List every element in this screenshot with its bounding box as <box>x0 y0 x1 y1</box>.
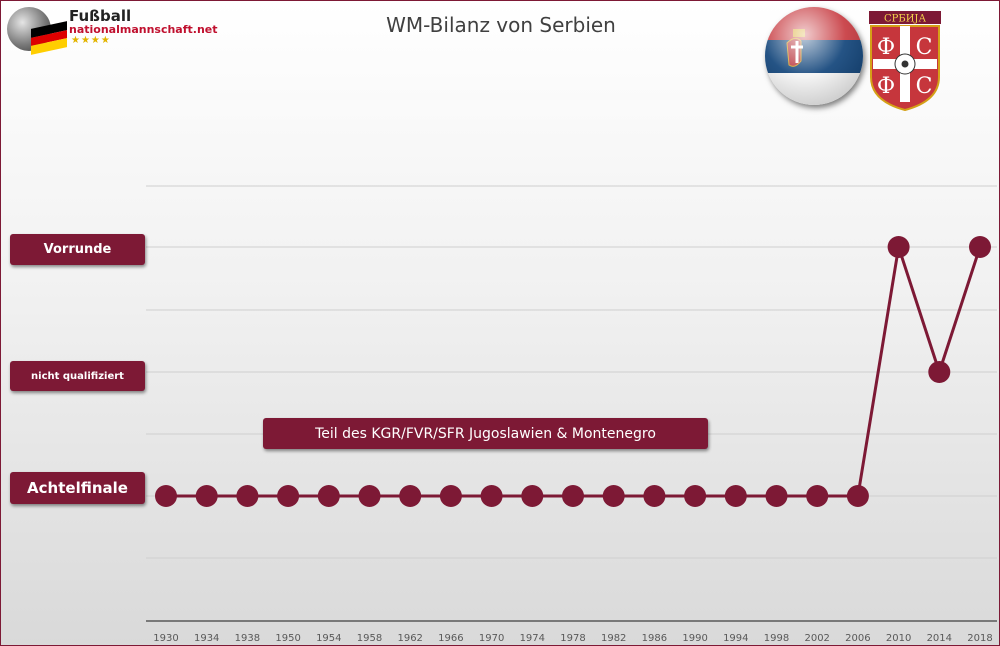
crest-letter-4: С <box>916 74 933 99</box>
data-point-1982 <box>602 485 625 507</box>
data-point-1990 <box>684 485 707 507</box>
period-annotation: Teil des KGR/FVR/SFR Jugoslawien & Monte… <box>263 418 708 449</box>
crest-letter-1: Ф <box>877 35 895 60</box>
x-tick-label-1986: 1986 <box>642 633 667 644</box>
y-label-achtelfinale: Achtelfinale <box>10 472 145 504</box>
data-point-2010 <box>887 236 910 258</box>
y-label-nicht-qualifiziert: nicht qualifiziert <box>10 361 145 391</box>
data-point-1938 <box>236 485 259 507</box>
serbia-flag-ball-icon <box>765 7 863 105</box>
series-segment-2014-2018 <box>937 245 982 374</box>
data-point-2014 <box>928 361 951 383</box>
logo-stars: ★★★★ <box>71 35 111 46</box>
data-point-1966 <box>439 485 462 507</box>
x-tick-label-1950: 1950 <box>275 633 300 644</box>
data-point-1950 <box>277 485 300 507</box>
data-point-1978 <box>562 485 584 507</box>
x-tick-label-1966: 1966 <box>438 633 463 644</box>
data-point-1962 <box>399 485 422 507</box>
serbia-fa-crest-icon: СРБИЈА Ф С Ф С <box>869 11 941 111</box>
x-tick-label-2014: 2014 <box>927 633 952 644</box>
x-tick-label-1954: 1954 <box>316 633 341 644</box>
x-tick-label-1994: 1994 <box>723 633 748 644</box>
x-tick-label-1962: 1962 <box>397 633 422 644</box>
x-tick-label-1930: 1930 <box>153 633 178 644</box>
data-point-2006 <box>846 485 869 507</box>
data-point-1954 <box>317 485 340 507</box>
crest-top-text: СРБИЈА <box>884 14 926 25</box>
data-point-1970 <box>480 485 503 507</box>
y-label-vorrunde: Vorrunde <box>10 234 145 265</box>
data-point-1994 <box>724 485 747 507</box>
crest-letter-3: Ф <box>877 74 895 99</box>
x-tick-label-1934: 1934 <box>194 633 219 644</box>
x-tick-label-1998: 1998 <box>764 633 789 644</box>
x-tick-label-1990: 1990 <box>682 633 707 644</box>
data-point-1930 <box>155 485 177 507</box>
series-segment-2010-2014 <box>897 245 941 374</box>
data-point-2002 <box>806 485 829 507</box>
crest-letter-2: С <box>916 35 933 60</box>
site-logo[interactable]: Fußball nationalmannschaft.net ★★★★ <box>5 5 218 55</box>
x-tick-label-1938: 1938 <box>235 633 260 644</box>
x-tick-label-1958: 1958 <box>357 633 382 644</box>
series-segment-2006-2010 <box>856 245 901 498</box>
chart-title: WM-Bilanz von Serbien <box>386 13 616 37</box>
x-tick-label-2002: 2002 <box>804 633 829 644</box>
x-tick-label-2010: 2010 <box>886 633 911 644</box>
x-tick-label-1982: 1982 <box>601 633 626 644</box>
logo-title: Fußball <box>69 7 132 25</box>
data-point-1958 <box>358 485 381 507</box>
data-point-1986 <box>643 485 666 507</box>
data-point-1974 <box>521 485 544 507</box>
x-tick-label-2006: 2006 <box>845 633 870 644</box>
x-tick-label-1974: 1974 <box>520 633 545 644</box>
data-point-1998 <box>765 485 788 507</box>
data-point-2018 <box>969 236 991 258</box>
data-point-1934 <box>195 485 218 507</box>
x-tick-label-1970: 1970 <box>479 633 504 644</box>
x-tick-label-1978: 1978 <box>560 633 585 644</box>
logo-domain: nationalmannschaft.net <box>69 23 218 36</box>
x-tick-label-2018: 2018 <box>967 633 992 644</box>
